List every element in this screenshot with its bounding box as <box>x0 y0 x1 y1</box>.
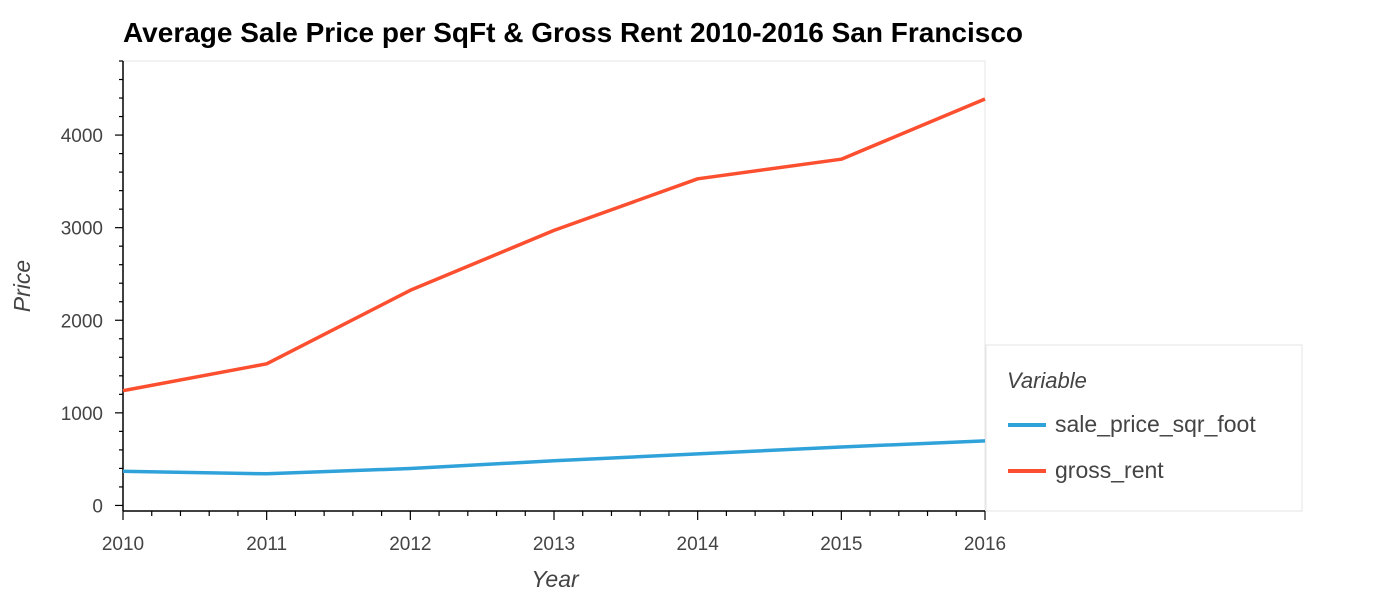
x-tick-label: 2016 <box>964 534 1006 555</box>
legend: Variable sale_price_sqr_foot gross_rent <box>985 344 1303 512</box>
y-tick-label: 3000 <box>61 219 103 240</box>
chart-title: Average Sale Price per SqFt & Gross Rent… <box>123 17 1023 48</box>
y-tick-label: 1000 <box>61 404 103 425</box>
y-tick-label: 0 <box>92 496 103 517</box>
plot-frame <box>122 60 986 512</box>
x-axis-label: Year <box>531 566 580 592</box>
x-tick-label: 2012 <box>389 534 431 555</box>
x-tick-label: 2015 <box>820 534 862 555</box>
series-line-sale-price-sqr-foot <box>122 439 986 476</box>
x-tick-label: 2010 <box>102 534 144 555</box>
series-layer <box>122 97 986 476</box>
x-tick-label: 2014 <box>677 534 720 555</box>
legend-box <box>985 344 1303 512</box>
legend-title: Variable <box>1007 368 1087 393</box>
x-tick-label: 2013 <box>533 534 575 555</box>
legend-label-gross-rent: gross_rent <box>1055 457 1164 483</box>
y-axis-label: Price <box>9 260 35 312</box>
series-line-gross-rent <box>122 97 986 393</box>
legend-label-sale-price-sqr-foot: sale_price_sqr_foot <box>1055 411 1256 437</box>
y-tick-label: 4000 <box>61 126 103 147</box>
x-axis: 2010 2011 2012 2013 2014 2015 2016 <box>102 510 1006 555</box>
y-axis: 0 1000 2000 3000 4000 <box>61 60 124 517</box>
y-tick-label: 2000 <box>61 311 103 332</box>
x-tick-label: 2011 <box>246 534 287 555</box>
